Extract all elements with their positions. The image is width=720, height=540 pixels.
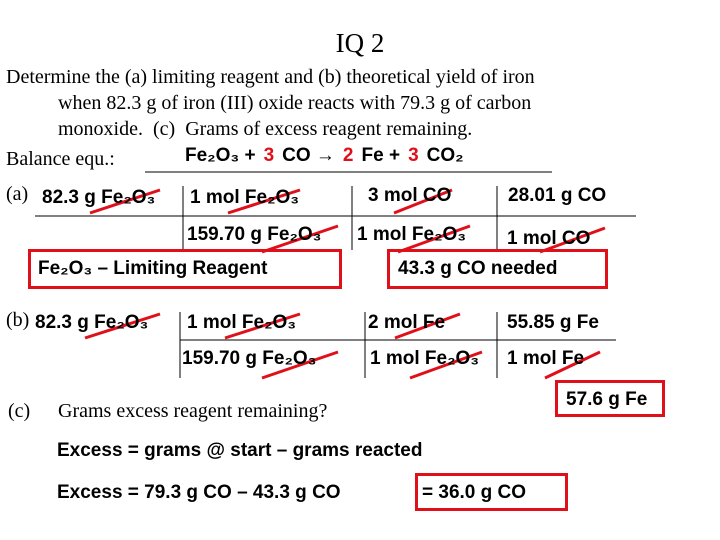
- equation-term: CO →: [282, 145, 335, 166]
- box: [415, 473, 568, 511]
- title: IQ 2: [335, 28, 385, 58]
- result: Fe₂O₃ – Limiting Reagent: [38, 258, 268, 279]
- box: [555, 380, 665, 417]
- result: 43.3 g CO needed: [398, 258, 558, 279]
- problem-line: Determine the (a) limiting reagent and (…: [6, 66, 535, 88]
- problem-line: when 82.3 g of iron (III) oxide reacts w…: [58, 92, 532, 114]
- equation-term: Fe₂O₃ +: [185, 145, 256, 166]
- equation: Fe₂O₃ + 3 CO → 2 Fe + 3 CO₂: [185, 146, 472, 165]
- numerator: 1 mol Fe₂O₃: [187, 312, 297, 333]
- equation-term: 3: [263, 145, 275, 166]
- denominator: 159.70 g Fe₂O₃: [182, 348, 317, 369]
- denominator: 1 mol Fe₂O₃: [357, 224, 467, 245]
- numerator: 3 mol CO: [368, 185, 452, 206]
- part-label: (c): [8, 400, 31, 422]
- denominator: 1 mol Fe₂O₃: [370, 348, 480, 369]
- question: Grams excess reagent remaining?: [58, 400, 328, 422]
- numerator: 82.3 g Fe₂O₃: [42, 187, 156, 208]
- excess-line: Excess = 79.3 g CO – 43.3 g CO: [57, 482, 341, 503]
- denominator: 1 mol Fe: [507, 348, 585, 369]
- box: [28, 249, 342, 289]
- balance-label: Balance equ.:: [6, 148, 115, 170]
- answer: = 36.0 g CO: [422, 482, 527, 503]
- numerator: 55.85 g Fe: [507, 312, 599, 333]
- problem-line: monoxide. (c) Grams of excess reagent re…: [58, 118, 473, 140]
- equation-term: 2: [342, 145, 354, 166]
- equation-term: CO₂: [426, 145, 464, 166]
- numerator: 82.3 g Fe₂O₃: [35, 312, 149, 333]
- numerator: 2 mol Fe: [368, 312, 446, 333]
- denominator: 159.70 g Fe₂O₃: [187, 224, 322, 245]
- numerator: 28.01 g CO: [508, 185, 607, 206]
- numerator: 1 mol Fe₂O₃: [190, 187, 300, 208]
- equation-term: 3: [408, 145, 419, 166]
- denominator: 1 mol CO: [507, 228, 591, 249]
- part-label: (a): [6, 183, 29, 205]
- part-label: (b): [6, 309, 30, 331]
- box: [387, 249, 608, 289]
- result: 57.6 g Fe: [566, 389, 648, 410]
- equation-term: Fe +: [361, 145, 401, 166]
- excess-line: Excess = grams @ start – grams reacted: [57, 440, 423, 461]
